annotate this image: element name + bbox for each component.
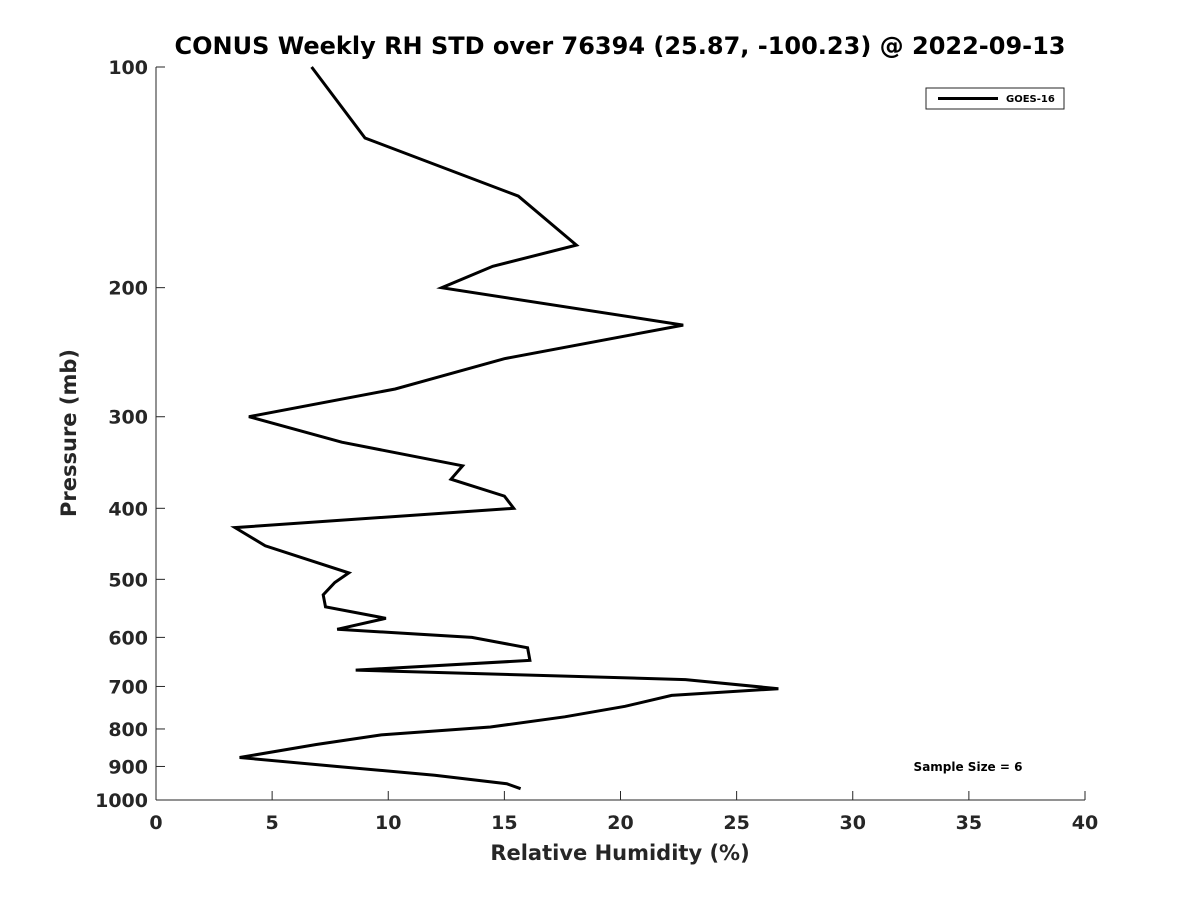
y-tick-label: 600 bbox=[108, 627, 148, 649]
x-tick-label: 35 bbox=[956, 812, 982, 834]
y-tick-label: 100 bbox=[108, 57, 148, 79]
x-tick-label: 5 bbox=[266, 812, 279, 834]
y-tick-label: 400 bbox=[108, 498, 148, 520]
y-tick-label: 800 bbox=[108, 719, 148, 741]
series-layer bbox=[230, 66, 779, 791]
x-tick-label: 25 bbox=[723, 812, 749, 834]
y-tick-label: 1000 bbox=[95, 790, 148, 812]
y-tick-label: 200 bbox=[108, 278, 148, 300]
legend: GOES-16 bbox=[925, 87, 1065, 110]
x-tick-label: 40 bbox=[1072, 812, 1098, 834]
x-tick-label: 15 bbox=[491, 812, 517, 834]
y-axis: 100 200 300 400 500 600 700 800 900 1000 bbox=[95, 57, 165, 812]
sample-size-annotation: Sample Size = 6 bbox=[914, 760, 1023, 774]
x-tick-label: 30 bbox=[840, 812, 866, 834]
y-tick-label: 300 bbox=[108, 407, 148, 429]
legend-entry-goes-16: GOES-16 bbox=[1006, 94, 1055, 105]
x-tick-label: 20 bbox=[607, 812, 633, 834]
y-tick-label: 900 bbox=[108, 756, 148, 778]
x-axis: 0 5 10 15 20 25 30 35 40 bbox=[149, 791, 1098, 834]
axes-box bbox=[155, 67, 1085, 801]
y-axis-label: Pressure (mb) bbox=[57, 349, 81, 517]
x-tick-label: 0 bbox=[149, 812, 162, 834]
chart-title: CONUS Weekly RH STD over 76394 (25.87, -… bbox=[174, 32, 1065, 60]
y-tick-label: 500 bbox=[108, 569, 148, 591]
x-tick-label: 10 bbox=[375, 812, 401, 834]
series-line-goes-16 bbox=[230, 66, 779, 791]
x-axis-label: Relative Humidity (%) bbox=[490, 841, 749, 865]
y-tick-label: 700 bbox=[108, 676, 148, 698]
